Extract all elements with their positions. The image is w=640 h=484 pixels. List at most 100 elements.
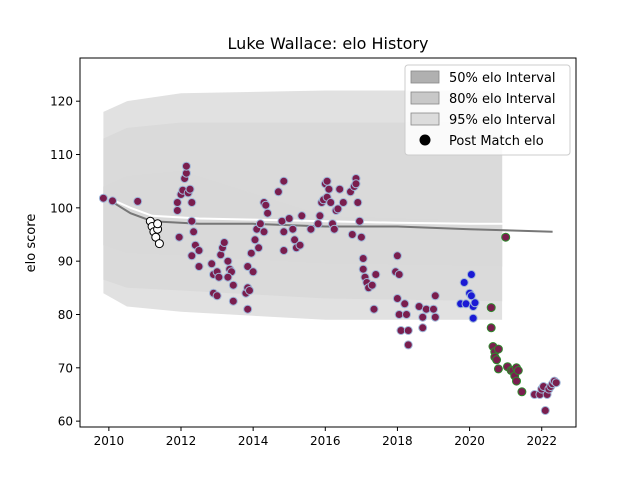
post-match-elo-point [493,344,503,354]
post-match-elo-point [513,366,523,375]
interval-band-2 [103,90,503,320]
post-match-elo-point [418,323,428,333]
post-match-elo-point [189,227,199,237]
x-tick-label: 2016 [310,434,341,448]
post-match-elo-point [429,304,438,314]
post-match-elo-point [551,378,561,388]
post-match-elo-point [492,355,502,365]
post-match-elo-point [259,227,269,237]
post-match-elo-point [214,272,224,282]
post-match-elo-point [255,219,265,229]
post-match-elo-point [351,179,361,189]
post-match-elo-point [466,291,476,301]
post-match-elo-point [338,198,348,207]
post-match-elo-point [207,259,217,269]
post-match-elo-point [326,198,336,207]
post-match-elo-point [194,262,204,271]
post-match-elo-point [273,187,283,197]
post-match-elo-point [402,310,411,319]
post-match-elo-point [501,232,511,242]
post-match-elo-point [517,387,527,397]
post-match-elo-point [493,364,503,374]
post-match-elo-point [263,208,273,218]
post-match-elo-point [279,227,289,237]
post-match-elo-point [279,176,289,186]
post-match-elo-point [367,280,377,290]
post-match-elo-point [243,304,253,314]
post-match-elo-point [295,240,305,250]
post-match-elo-point [347,230,357,239]
post-match-elo-point [512,376,521,386]
post-match-elo-point [486,303,496,313]
y-tick-label: 70 [58,361,73,375]
post-match-elo-point [315,211,325,221]
post-match-elo-point [358,254,368,263]
axes-frame [79,57,577,428]
post-match-elo-point [254,243,264,253]
post-match-elo-point [243,262,253,271]
post-match-elo-point [486,323,496,333]
y-tick-label: 60 [58,415,73,429]
post-match-elo-point [355,216,365,226]
legend-label: Post Match elo [449,134,544,149]
post-match-elo-point [392,294,402,303]
post-match-elo-point [468,313,478,323]
plot-area: 2010 2012 2014 2016 2018 2020 2022 60 70 80 90 100 1… [50,57,577,448]
post-match-elo-point [371,270,381,279]
post-match-elo-point [324,184,334,194]
post-match-elo-point [172,206,182,215]
x-tick-label: 2010 [94,434,125,448]
post-match-elo-point [470,298,480,308]
post-match-elo-point [153,219,163,229]
post-match-elo-point [245,286,254,295]
post-match-elo-point [430,312,440,322]
post-match-elo-point [403,340,413,350]
post-match-elo-point [187,216,197,226]
legend-label: 80% elo Interval [449,92,556,107]
legend-marker [419,134,431,146]
elo-trend-line-0 [108,198,553,233]
post-match-elo-point [403,326,413,335]
legend-swatch [410,112,440,126]
post-match-elo-point [297,211,307,221]
post-match-elo-point [333,204,343,214]
x-tick-label: 2020 [454,434,485,448]
post-match-elo-point [187,251,197,261]
post-match-elo-point [223,256,233,266]
post-match-elo-point [288,224,298,234]
legend-swatch [410,91,440,105]
post-match-elo-point [228,280,238,290]
legend-box [404,64,571,156]
post-match-elo-point [329,224,339,234]
x-tick-label: 2012 [166,434,197,448]
post-match-elo-point [358,264,368,274]
legend-swatch [410,70,440,84]
x-tick-label: 2018 [382,434,413,448]
post-match-elo-point [228,296,238,306]
post-match-elo-point [540,406,550,415]
post-match-elo-point [284,214,294,223]
y-tick-label: 120 [50,95,73,109]
post-match-elo-point [174,232,184,242]
post-match-elo-point [369,304,379,314]
post-match-elo-point [418,312,428,322]
post-match-elo-point [394,270,404,279]
post-match-elo-point [279,246,289,255]
legend-label: 50% elo Interval [449,71,556,86]
post-match-elo-point [187,198,197,207]
y-tick-label: 80 [58,308,73,322]
y-tick-label: 110 [50,148,73,162]
post-match-elo-point [356,232,366,242]
post-match-elo-point [185,184,195,194]
post-match-elo-point [108,196,117,206]
y-tick-label: 90 [58,255,73,269]
post-match-elo-point [172,198,182,207]
post-match-elo-point [400,299,410,309]
post-match-elo-point [392,251,402,261]
x-tick-label: 2022 [526,434,557,448]
post-match-elo-point [261,200,271,210]
y-tick-label: 100 [50,201,73,215]
post-match-elo-point [219,238,229,247]
post-match-elo-point [133,196,143,206]
